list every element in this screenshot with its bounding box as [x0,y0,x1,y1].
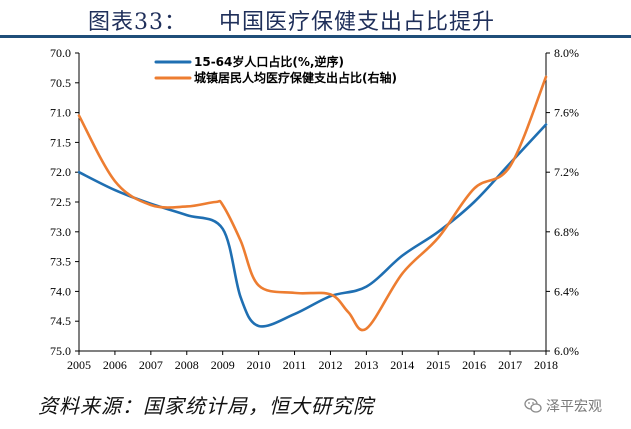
series-line-2 [77,75,548,332]
left-tick-label: 73.0 [50,225,71,239]
x-tick-label: 2009 [211,358,235,372]
x-tick-label: 2005 [67,358,91,372]
left-tick-label: 70.0 [50,46,71,60]
x-tick-label: 2016 [462,358,486,372]
left-tick-label: 74.0 [50,284,71,298]
left-tick-label: 75.0 [50,344,71,358]
x-tick-label: 2006 [103,358,127,372]
left-tick-label: 71.0 [50,106,71,120]
right-axis-ticks: 8.0% 7.6% 7.2% 6.8% 6.4% 6.0% [546,46,579,358]
legend-label-series-2: 城镇居民人均医疗保健支出占比(右轴) [194,70,397,85]
left-tick-label: 72.0 [50,165,71,179]
x-tick-label: 2014 [390,358,414,372]
left-axis-ticks: 70.0 70.5 71.0 71.5 72.0 72.5 73.0 73.5 74.0 74.5… [50,46,79,358]
figure-title: 图表33： 中国医疗保健支出占比提升 [88,10,495,35]
watermark: 泽平宏观 [524,396,602,416]
left-tick-label: 74.5 [50,314,71,328]
x-tick-label: 2012 [318,358,342,372]
line-chart: 70.0 70.5 71.0 71.5 72.0 72.5 73.0 73.5 74.0 74.5… [50,46,579,372]
legend: 15-64岁人口占比(%,逆序) 城镇居民人均医疗保健支出占比(右轴) [154,54,397,85]
left-tick-label: 70.5 [50,76,71,90]
right-tick-label: 6.0% [554,344,579,358]
legend-label-series-1: 15-64岁人口占比(%,逆序) [194,54,344,69]
left-tick-label: 73.5 [50,255,71,269]
right-tick-label: 7.2% [554,165,579,179]
wechat-icon [524,398,542,413]
left-tick-label: 72.5 [50,195,71,209]
right-tick-label: 7.6% [554,106,579,120]
x-tick-label: 2018 [534,358,558,372]
figure-header: 图表33： 中国医疗保健支出占比提升 [0,0,631,38]
x-tick-label: 2013 [354,358,378,372]
x-tick-label: 2010 [247,358,271,372]
x-tick-label: 2017 [498,358,522,372]
x-tick-label: 2008 [175,358,199,372]
x-tick-label: 2011 [283,358,307,372]
left-tick-label: 71.5 [50,135,71,149]
x-tick-label: 2015 [426,358,450,372]
series-line-1 [77,123,548,328]
watermark-text: 泽平宏观 [546,399,602,415]
right-tick-label: 8.0% [554,46,579,60]
x-tick-label: 2007 [139,358,163,372]
x-axis-ticks: 2005 2006 2007 2008 2009 2010 2011 2012 2013 2014… [67,351,558,372]
series-lines [77,75,548,332]
right-tick-label: 6.8% [554,225,579,239]
right-tick-label: 6.4% [554,284,579,298]
source-note: 资料来源：国家统计局，恒大研究院 [38,394,374,418]
